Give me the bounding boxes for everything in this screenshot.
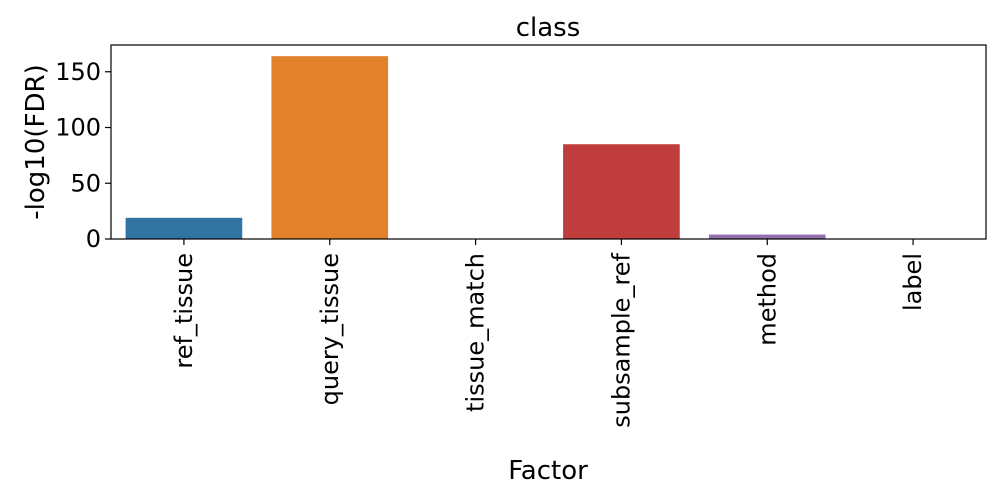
chart-title: class	[516, 13, 581, 43]
y-tick-label: 150	[55, 58, 101, 86]
bar-subsample-ref	[563, 144, 680, 239]
x-tick-label: tissue_match	[462, 253, 490, 412]
plot-frame	[110, 44, 987, 240]
y-tick-label: 0	[86, 225, 101, 253]
x-tick-label: label	[899, 253, 927, 311]
bar-method	[708, 234, 826, 239]
x-tick-label: ref_tissue	[170, 253, 198, 369]
plot-area: 0 50 100 150 ref_tissue query_tissue tissue_ma…	[55, 44, 987, 428]
x-tick-label: subsample_ref	[607, 252, 635, 427]
x-tick-label: method	[753, 253, 781, 346]
x-axis-label: Factor	[508, 456, 588, 486]
x-tick-label: query_tissue	[316, 253, 344, 405]
y-tick-label: 50	[70, 169, 101, 197]
y-axis-label: -log10(FDR)	[21, 64, 51, 219]
bar-ref-tissue	[125, 217, 243, 239]
y-tick-label: 100	[55, 114, 101, 142]
bar-query-tissue	[271, 56, 389, 240]
